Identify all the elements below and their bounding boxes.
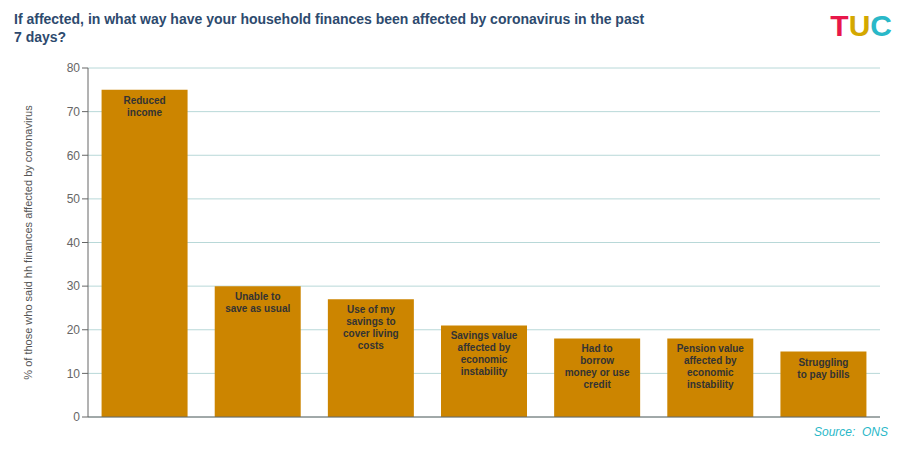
svg-text:Pension valueaffected byeconom: Pension valueaffected byeconomicinstabil… [677,343,745,390]
svg-text:Savings valueaffected byeconom: Savings valueaffected byeconomicinstabil… [451,330,518,377]
svg-text:30: 30 [67,279,81,293]
html-text:If affected, in what way have: If affected, in what way have your house… [14,11,645,45]
svg-text:10: 10 [67,367,81,381]
svg-text:80: 80 [67,61,81,75]
svg-text:Had toborrowmoney or usecredit: Had toborrowmoney or usecredit [565,343,630,390]
svg-text:40: 40 [67,236,81,250]
svg-text:60: 60 [67,149,81,163]
svg-text:20: 20 [67,323,81,337]
svg-text:Strugglingto pay bills: Strugglingto pay bills [797,357,850,380]
svg-text:70: 70 [67,105,81,119]
svg-text:50: 50 [67,192,81,206]
html-text:Source: ONS: Source: ONS [814,425,888,439]
html-text:T U C: T U C [830,9,892,42]
svg-text:Unable tosave as usual: Unable tosave as usual [225,291,290,314]
svg-text:Reducedincome: Reducedincome [123,95,165,118]
svg-text:0: 0 [73,410,80,423]
svg-text:Use of mysavings tocover livin: Use of mysavings tocover livingcosts [343,304,399,351]
svg-text:% of those who said hh finance: % of those who said hh finances affected… [22,105,34,380]
